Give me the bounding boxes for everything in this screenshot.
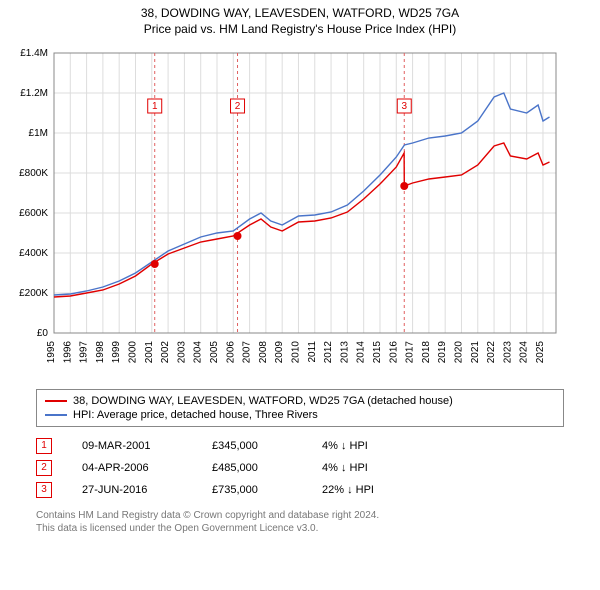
- svg-text:1996: 1996: [62, 341, 73, 364]
- attribution-line: Contains HM Land Registry data © Crown c…: [36, 509, 564, 522]
- legend: 38, DOWDING WAY, LEAVESDEN, WATFORD, WD2…: [36, 389, 564, 427]
- event-date: 09-MAR-2001: [82, 440, 182, 452]
- legend-swatch: [45, 400, 67, 402]
- svg-text:1999: 1999: [111, 341, 122, 364]
- svg-text:£1M: £1M: [29, 128, 48, 139]
- svg-text:2001: 2001: [144, 341, 155, 364]
- svg-text:1995: 1995: [46, 341, 57, 364]
- event-marker: 2: [36, 460, 52, 476]
- svg-text:£800K: £800K: [19, 168, 48, 179]
- title-address: 38, DOWDING WAY, LEAVESDEN, WATFORD, WD2…: [6, 6, 594, 22]
- svg-text:1997: 1997: [79, 341, 90, 364]
- event-diff: 4% ↓ HPI: [322, 440, 422, 452]
- svg-text:2011: 2011: [307, 341, 318, 363]
- svg-text:2008: 2008: [258, 341, 269, 364]
- event-marker: 1: [36, 438, 52, 454]
- svg-text:2006: 2006: [225, 341, 236, 364]
- svg-text:2000: 2000: [127, 341, 138, 364]
- event-row: 2 04-APR-2006 £485,000 4% ↓ HPI: [36, 457, 564, 479]
- legend-swatch: [45, 414, 67, 416]
- line-chart-svg: £0 £200K £400K £600K £800K £1M £1.2M £1.4M 1995 1…: [6, 43, 566, 383]
- svg-text:2: 2: [235, 101, 241, 112]
- svg-text:2024: 2024: [519, 341, 530, 364]
- svg-text:2017: 2017: [405, 341, 416, 364]
- events-table: 1 09-MAR-2001 £345,000 4% ↓ HPI 2 04-APR…: [36, 435, 564, 501]
- svg-text:£200K: £200K: [19, 288, 48, 299]
- svg-text:2003: 2003: [176, 341, 187, 364]
- svg-text:2013: 2013: [339, 341, 350, 364]
- event-marker: 3: [36, 482, 52, 498]
- svg-text:£1.2M: £1.2M: [20, 88, 48, 99]
- chart-container: 38, DOWDING WAY, LEAVESDEN, WATFORD, WD2…: [0, 0, 600, 543]
- legend-item: 38, DOWDING WAY, LEAVESDEN, WATFORD, WD2…: [45, 394, 555, 408]
- title-subtitle: Price paid vs. HM Land Registry's House …: [6, 22, 594, 38]
- svg-text:£400K: £400K: [19, 248, 48, 259]
- legend-label: HPI: Average price, detached house, Thre…: [73, 409, 318, 421]
- event-diff: 4% ↓ HPI: [322, 462, 422, 474]
- svg-text:2007: 2007: [242, 341, 253, 364]
- event-row: 3 27-JUN-2016 £735,000 22% ↓ HPI: [36, 479, 564, 501]
- svg-text:2019: 2019: [437, 341, 448, 364]
- attribution-line: This data is licensed under the Open Gov…: [36, 522, 564, 535]
- legend-item: HPI: Average price, detached house, Thre…: [45, 408, 555, 422]
- svg-text:1998: 1998: [95, 341, 106, 364]
- event-date: 04-APR-2006: [82, 462, 182, 474]
- svg-text:2023: 2023: [502, 341, 513, 364]
- event-diff: 22% ↓ HPI: [322, 484, 422, 496]
- attribution: Contains HM Land Registry data © Crown c…: [36, 509, 564, 535]
- event-row: 1 09-MAR-2001 £345,000 4% ↓ HPI: [36, 435, 564, 457]
- svg-text:3: 3: [401, 101, 407, 112]
- svg-text:2005: 2005: [209, 341, 220, 364]
- svg-text:2025: 2025: [535, 341, 546, 364]
- svg-text:£600K: £600K: [19, 208, 48, 219]
- svg-text:£0: £0: [37, 328, 49, 339]
- svg-text:£1.4M: £1.4M: [20, 48, 48, 59]
- event-price: £345,000: [212, 440, 292, 452]
- svg-text:2018: 2018: [421, 341, 432, 364]
- svg-text:2020: 2020: [453, 341, 464, 364]
- svg-text:2012: 2012: [323, 341, 334, 364]
- legend-label: 38, DOWDING WAY, LEAVESDEN, WATFORD, WD2…: [73, 395, 453, 407]
- chart: £0 £200K £400K £600K £800K £1M £1.2M £1.4M 1995 1…: [6, 43, 594, 383]
- event-date: 27-JUN-2016: [82, 484, 182, 496]
- event-price: £485,000: [212, 462, 292, 474]
- svg-text:2015: 2015: [372, 341, 383, 364]
- svg-text:2021: 2021: [470, 341, 481, 364]
- svg-text:2009: 2009: [274, 341, 285, 364]
- svg-text:2010: 2010: [290, 341, 301, 364]
- svg-text:2022: 2022: [486, 341, 497, 364]
- event-price: £735,000: [212, 484, 292, 496]
- svg-text:2014: 2014: [356, 341, 367, 364]
- svg-text:1: 1: [152, 101, 158, 112]
- svg-text:2002: 2002: [160, 341, 171, 364]
- svg-text:2016: 2016: [388, 341, 399, 364]
- svg-text:2004: 2004: [193, 341, 204, 364]
